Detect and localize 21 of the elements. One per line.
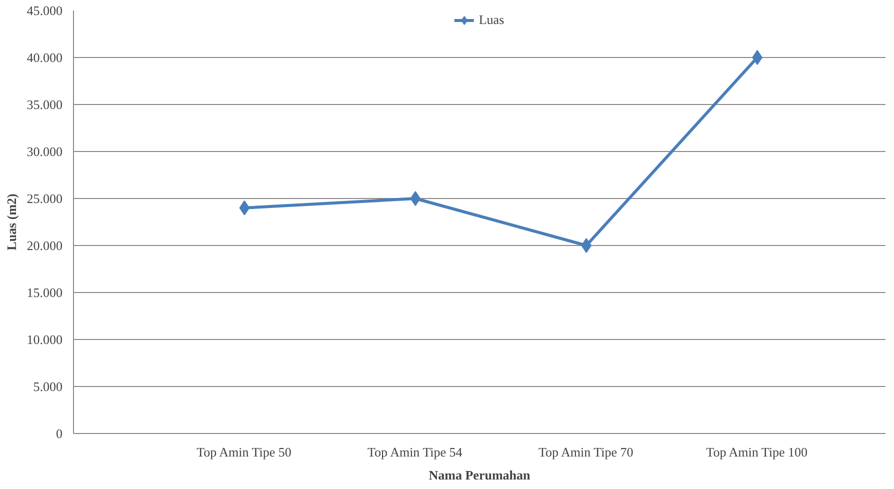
y-tick-label: 40.000 (26, 50, 62, 65)
legend-label: Luas (478, 12, 504, 28)
y-axis-title: Luas (m2) (4, 194, 19, 250)
y-tick-label: 35.000 (26, 97, 62, 112)
y-tick-label: 20.000 (26, 238, 62, 253)
point (239, 200, 250, 216)
point (581, 238, 592, 253)
y-tick-label: 10.000 (26, 332, 62, 347)
x-tick-label: Top Amin Tipe 100 (706, 444, 808, 460)
y-tick-label: 25.000 (26, 191, 62, 206)
x-tick-label: Top Amin Tipe 50 (196, 444, 292, 460)
y-tick-label: 5.000 (33, 379, 62, 394)
y-tick-label: 30.000 (26, 144, 62, 159)
x-tick-label: Top Amin Tipe 70 (538, 444, 634, 460)
y-tick-label: 45.000 (26, 3, 62, 18)
x-axis-title: Nama Perumahan (428, 468, 532, 482)
point (752, 50, 762, 65)
y-tick-label: 0 (56, 426, 62, 441)
y-tick-label: 15.000 (26, 285, 62, 300)
point (410, 191, 421, 206)
x-tick-label: Top Amin Tipe 54 (368, 444, 463, 460)
